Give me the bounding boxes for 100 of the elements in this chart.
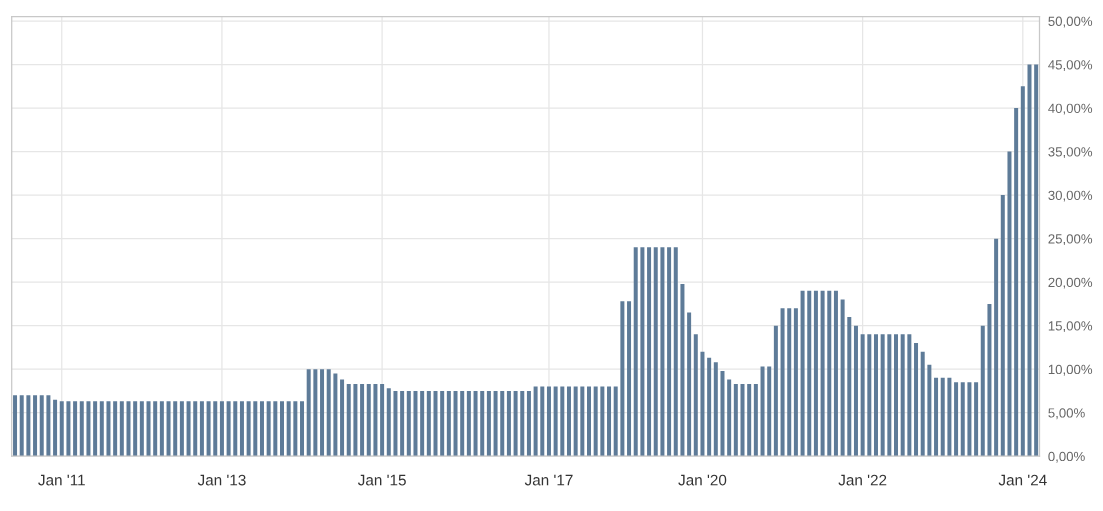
- bar: [627, 301, 632, 457]
- bar: [280, 401, 284, 457]
- bar: [620, 301, 625, 457]
- bar: [119, 401, 124, 457]
- bar: [500, 390, 505, 457]
- bar: [493, 390, 498, 457]
- bar: [413, 390, 418, 457]
- y-tick-label: 45,00%: [1048, 60, 1093, 72]
- bar: [166, 401, 171, 457]
- bar: [907, 334, 912, 457]
- bar: [313, 369, 318, 457]
- bar: [513, 390, 518, 457]
- bar: [386, 388, 391, 457]
- bar: [46, 395, 51, 457]
- bar: [773, 325, 778, 457]
- bar: [153, 401, 158, 457]
- bar: [66, 401, 71, 457]
- bar: [653, 247, 658, 457]
- bar: [139, 401, 144, 457]
- bar: [760, 366, 765, 457]
- bar: [1014, 108, 1019, 457]
- bar: [807, 290, 812, 457]
- bar: [720, 370, 725, 457]
- bar: [1000, 195, 1005, 457]
- y-tick-label: 15,00%: [1048, 321, 1093, 333]
- bar: [360, 383, 365, 457]
- bar: [206, 401, 211, 457]
- bar: [987, 303, 992, 457]
- bar: [947, 377, 952, 457]
- bar: [226, 401, 231, 457]
- bar: [53, 399, 58, 457]
- bar: [813, 290, 818, 457]
- y-tick-label: 20,00%: [1048, 277, 1093, 289]
- bar: [133, 401, 138, 457]
- bar: [820, 290, 825, 457]
- bar: [59, 401, 64, 457]
- bar: [380, 383, 385, 457]
- bar: [867, 334, 872, 457]
- bar: [980, 325, 985, 457]
- bar: [333, 373, 338, 457]
- bar: [373, 383, 378, 457]
- bar: [647, 247, 652, 457]
- bar: [753, 383, 758, 457]
- bar: [727, 379, 732, 457]
- bar: [974, 382, 979, 457]
- bar: [693, 334, 698, 457]
- bar: [546, 386, 551, 457]
- bar: [239, 401, 244, 457]
- bar: [340, 379, 345, 457]
- bar: [713, 362, 718, 457]
- bar: [994, 238, 999, 457]
- bar: [580, 386, 585, 457]
- bar: [934, 377, 939, 457]
- bar: [553, 386, 558, 457]
- y-tick-label: 40,00%: [1048, 103, 1093, 115]
- y-tick-label: 30,00%: [1048, 190, 1093, 202]
- y-tick-label: 0,00%: [1048, 451, 1085, 463]
- bar: [253, 401, 258, 457]
- bar: [660, 247, 665, 457]
- bar: [219, 401, 224, 457]
- bar: [853, 325, 858, 457]
- bar: [79, 401, 84, 457]
- bar: [113, 401, 118, 457]
- bar: [146, 401, 151, 457]
- bar: [99, 401, 104, 457]
- bar: [940, 377, 945, 457]
- bar: [433, 390, 438, 457]
- bar: [173, 401, 178, 457]
- bar: [967, 382, 972, 457]
- bar: [320, 369, 325, 457]
- bar: [33, 395, 38, 457]
- bar: [506, 390, 511, 457]
- bar: [193, 401, 198, 457]
- bar: [259, 401, 264, 457]
- bar: [633, 247, 638, 457]
- bar: [326, 369, 331, 457]
- bar: [747, 383, 752, 457]
- bar: [186, 401, 191, 457]
- bar: [600, 386, 605, 457]
- x-tick-label: Jan '15: [357, 474, 406, 486]
- bar: [540, 386, 545, 457]
- bar: [93, 401, 98, 457]
- bar: [1007, 151, 1012, 457]
- bar: [126, 401, 131, 457]
- bar: [767, 366, 772, 457]
- bar: [920, 351, 925, 457]
- bar: [19, 395, 24, 457]
- bar: [687, 312, 692, 457]
- bar: [740, 383, 745, 457]
- y-tick-label: 35,00%: [1048, 147, 1093, 159]
- x-tick-label: Jan '24: [998, 474, 1047, 486]
- bar: [533, 386, 538, 457]
- y-tick-label: 50,00%: [1048, 16, 1093, 28]
- bar: [887, 334, 892, 457]
- bar: [26, 395, 31, 457]
- bar: [306, 369, 311, 457]
- bar: [954, 382, 959, 457]
- bar: [927, 364, 932, 457]
- bar: [486, 390, 491, 457]
- bar: [573, 386, 578, 457]
